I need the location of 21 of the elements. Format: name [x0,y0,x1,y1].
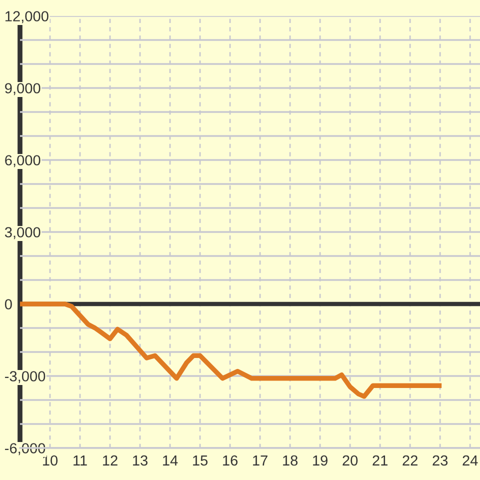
x-tick-label: 24 [462,455,478,466]
y-tick-label: 6,000 [5,155,40,168]
x-tick-label: 15 [193,455,208,466]
x-tick-label: 23 [432,455,448,466]
x-tick-label: 17 [253,455,268,466]
y-tick-label: 9,000 [5,83,40,96]
x-tick-label: 20 [342,455,358,466]
x-tick-label: 21 [372,455,388,466]
x-tick-label: 11 [74,455,87,466]
y-tick-label: 0 [4,299,12,310]
x-tick-label: 22 [402,455,418,466]
x-tick-label: 19 [313,455,328,466]
x-tick-label: 14 [163,455,178,466]
y-tick-label: 3,000 [4,227,40,240]
y-tick-label: -3,000 [5,371,46,384]
x-tick-label: 16 [223,455,238,466]
y-tick-label: 12,000 [5,11,48,24]
x-tick-label: 13 [133,455,148,466]
x-tick-label: 10 [43,455,58,466]
x-tick-label: 12 [103,455,118,466]
x-tick-label: 18 [283,455,298,466]
